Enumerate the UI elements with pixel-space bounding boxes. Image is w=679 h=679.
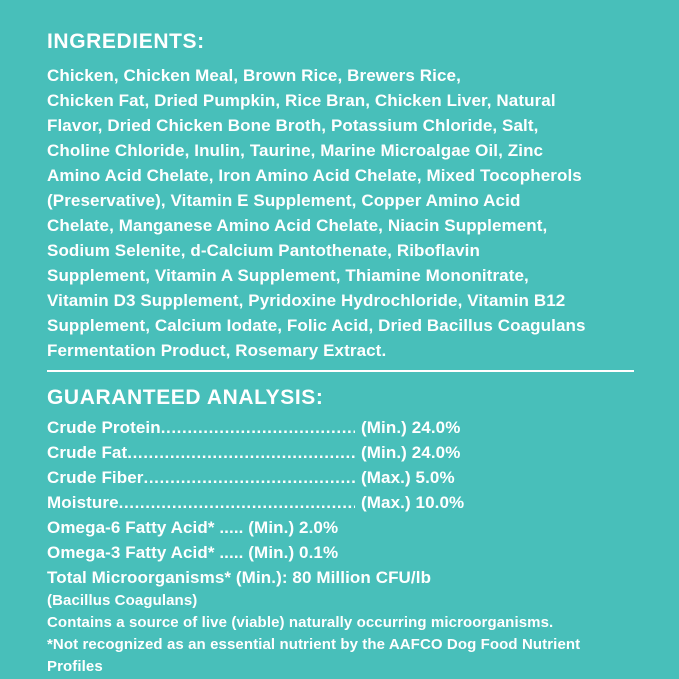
- ingredient-line: Vitamin D3 Supplement, Pyridoxine Hydroc…: [47, 291, 566, 310]
- analysis-row-omega3: Omega-3 Fatty Acid* ..... (Min.) 0.1%: [47, 543, 339, 562]
- analysis-row: Moisture ...............................…: [47, 490, 639, 515]
- ingredient-line: Supplement, Vitamin A Supplement, Thiami…: [47, 266, 529, 285]
- analysis-row-omega6: Omega-6 Fatty Acid* ..... (Min.) 2.0%: [47, 518, 339, 537]
- analysis-label: Moisture: [47, 493, 119, 512]
- analysis-note-bacillus: (Bacillus Coagulans): [47, 592, 198, 609]
- ingredient-line: Amino Acid Chelate, Iron Amino Acid Chel…: [47, 166, 582, 185]
- analysis-note-live-microorganisms: Contains a source of live (viable) natur…: [47, 614, 554, 631]
- ingredient-line: (Preservative), Vitamin E Supplement, Co…: [47, 191, 521, 210]
- dot-leader: ........................................…: [143, 468, 355, 487]
- ingredients-heading: INGREDIENTS:: [47, 30, 205, 53]
- analysis-row: Crude Protein ..........................…: [47, 415, 639, 440]
- analysis-label: Crude Fiber: [47, 468, 144, 487]
- analysis-label: Crude Fat: [47, 443, 128, 462]
- analysis-row-microorganisms: Total Microorganisms* (Min.): 80 Million…: [47, 568, 432, 587]
- ingredient-line: Supplement, Calcium Iodate, Folic Acid, …: [47, 316, 586, 335]
- analysis-row: Crude Fat ..............................…: [47, 440, 639, 465]
- ingredient-line: Flavor, Dried Chicken Bone Broth, Potass…: [47, 116, 539, 135]
- analysis-label: Crude Protein: [47, 418, 161, 437]
- analysis-value: (Max.) 5.0%: [361, 468, 455, 487]
- ingredient-line: Sodium Selenite, d-Calcium Pantothenate,…: [47, 241, 480, 260]
- analysis-note-aafco: *Not recognized as an essential nutrient…: [47, 636, 581, 653]
- dot-leader: ........................................…: [118, 493, 355, 512]
- ingredient-line: Chicken Fat, Dried Pumpkin, Rice Bran, C…: [47, 91, 556, 110]
- ingredient-line: Choline Chloride, Inulin, Taurine, Marin…: [47, 141, 544, 160]
- analysis-value: (Min.) 24.0%: [361, 418, 461, 437]
- dot-leader: ........................................…: [160, 418, 355, 437]
- dot-leader: ........................................…: [127, 443, 355, 462]
- analysis-row: Crude Fiber ............................…: [47, 465, 639, 490]
- analysis-value: (Max.) 10.0%: [361, 493, 465, 512]
- ingredients-list: Chicken, Chicken Meal, Brown Rice, Brewe…: [47, 63, 639, 363]
- guaranteed-analysis-heading: GUARANTEED ANALYSIS:: [47, 386, 324, 409]
- section-divider: [47, 370, 634, 372]
- analysis-note-profiles: Profiles: [47, 658, 103, 675]
- ingredient-line: Chicken, Chicken Meal, Brown Rice, Brewe…: [47, 66, 461, 85]
- ingredient-line: Chelate, Manganese Amino Acid Chelate, N…: [47, 216, 548, 235]
- guaranteed-analysis-table: Crude Protein ..........................…: [47, 415, 639, 678]
- analysis-value: (Min.) 24.0%: [361, 443, 461, 462]
- ingredient-line: Fermentation Product, Rosemary Extract.: [47, 341, 387, 360]
